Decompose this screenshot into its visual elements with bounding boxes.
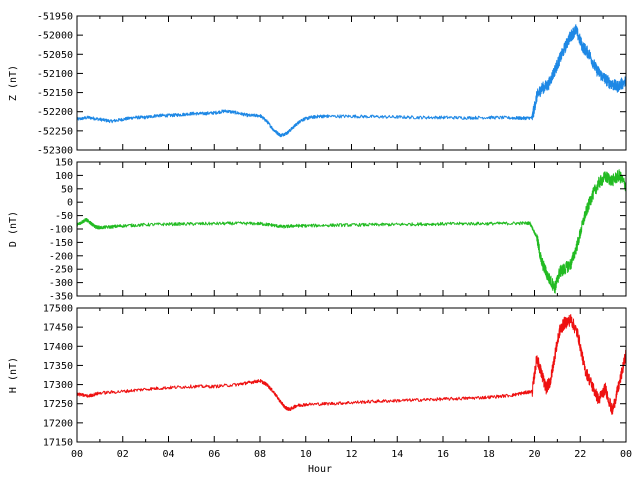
h-y-tick-label: 17200 bbox=[43, 418, 73, 429]
d-y-tick-label: -150 bbox=[49, 238, 73, 249]
h-y-tick-label: 17350 bbox=[43, 361, 73, 372]
x-tick-label: 06 bbox=[208, 449, 220, 460]
z-y-tick-label: -52250 bbox=[37, 126, 73, 137]
h-y-axis-label: H (nT) bbox=[8, 357, 19, 393]
d-y-tick-label: 150 bbox=[55, 158, 73, 169]
x-tick-label: 02 bbox=[117, 449, 129, 460]
h-y-tick-label: 17500 bbox=[43, 304, 73, 315]
z-y-tick-label: -51950 bbox=[37, 12, 73, 23]
z-y-axis-label: Z (nT) bbox=[8, 65, 19, 101]
x-tick-label: 10 bbox=[300, 449, 312, 460]
z-plot-frame bbox=[76, 15, 627, 151]
z-y-tick-label: -52150 bbox=[37, 88, 73, 99]
d-series-line bbox=[76, 169, 627, 294]
d-y-tick-label: -250 bbox=[49, 265, 73, 276]
z-y-tick-label: -52100 bbox=[37, 69, 73, 80]
z-y-tick-label: -52300 bbox=[37, 146, 73, 157]
x-tick-label: 18 bbox=[483, 449, 495, 460]
h-y-tick-label: 17300 bbox=[43, 380, 73, 391]
z-y-tick-label: -52200 bbox=[37, 107, 73, 118]
x-tick-label: 22 bbox=[574, 449, 586, 460]
x-tick-label: 20 bbox=[528, 449, 540, 460]
x-axis-label: Hour bbox=[308, 464, 332, 475]
x-tick-label: 00 bbox=[71, 449, 83, 460]
d-y-tick-label: -350 bbox=[49, 292, 73, 303]
x-tick-label: 00 bbox=[620, 449, 632, 460]
z-series-line bbox=[76, 24, 627, 138]
d-y-tick-label: -200 bbox=[49, 251, 73, 262]
d-y-tick-label: 50 bbox=[61, 184, 73, 195]
z-y-tick-label: -52000 bbox=[37, 31, 73, 42]
d-y-tick-label: -50 bbox=[55, 211, 73, 222]
d-y-tick-label: 0 bbox=[67, 198, 73, 209]
h-y-tick-label: 17150 bbox=[43, 438, 73, 449]
d-y-axis-label: D (nT) bbox=[8, 211, 19, 247]
z-y-tick-label: -52050 bbox=[37, 50, 73, 61]
d-y-tick-label: 100 bbox=[55, 171, 73, 182]
x-tick-label: 08 bbox=[254, 449, 266, 460]
d-plot-frame bbox=[76, 161, 627, 297]
x-tick-label: 04 bbox=[162, 449, 174, 460]
x-tick-label: 14 bbox=[391, 449, 403, 460]
h-y-tick-label: 17450 bbox=[43, 323, 73, 334]
d-y-tick-label: -100 bbox=[49, 225, 73, 236]
x-tick-label: 16 bbox=[437, 449, 449, 460]
d-y-tick-label: -300 bbox=[49, 278, 73, 289]
h-y-tick-label: 17400 bbox=[43, 342, 73, 353]
h-series-line bbox=[76, 313, 627, 415]
x-tick-label: 12 bbox=[345, 449, 357, 460]
h-y-tick-label: 17250 bbox=[43, 399, 73, 410]
